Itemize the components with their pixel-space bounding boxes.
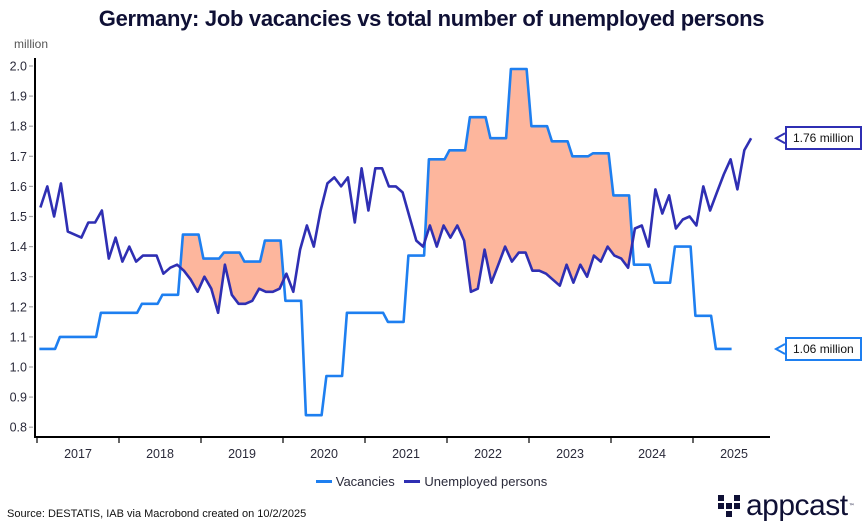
y-tick-label: 1.5: [10, 210, 27, 224]
logo-trademark: ™: [848, 502, 855, 510]
unemployed-latest-callout: 1.76 million: [785, 126, 862, 151]
y-tick-label: 2.0: [10, 60, 27, 74]
callout-pointer-vacancies: [773, 343, 786, 355]
legend-item-vacancies[interactable]: Vacancies: [315, 474, 395, 489]
series-lines: [39, 67, 753, 417]
x-tick-label: 2017: [64, 447, 92, 461]
x-tick-label: 2025: [720, 447, 748, 461]
logo-text: appcast: [746, 489, 848, 522]
y-tick-label: 1.3: [10, 270, 27, 284]
callout-pointer-unemployed: [773, 132, 786, 145]
y-tick-label: 0.9: [10, 391, 27, 405]
y-tick-label: 1.0: [10, 361, 27, 375]
y-tick-label: 1.7: [10, 150, 27, 164]
series-line-unemployed: [39, 137, 753, 315]
x-tick-label: 2023: [556, 447, 584, 461]
y-tick-label: 1.2: [10, 300, 27, 314]
y-tick-label: 1.9: [10, 90, 27, 104]
legend: Vacancies Unemployed persons: [0, 471, 863, 489]
x-tick-label: 2019: [228, 447, 256, 461]
axes: 0.8 0.9 1.0 1.1 1.2 1.3 1.4 1.5 1.6 1.7 1.8 1.9 2.0 2…: [10, 58, 770, 461]
source-note: Source: DESTATIS, IAB via Macrobond crea…: [7, 508, 307, 520]
y-axis-unit-label: million: [14, 37, 49, 51]
x-tick-label: 2020: [310, 447, 338, 461]
y-tick-label: 0.8: [10, 421, 27, 435]
gap-fill-area: [425, 69, 633, 292]
series-line-vacancies: [39, 67, 732, 417]
x-tick-label: 2022: [474, 447, 502, 461]
legend-label-vacancies: Vacancies: [335, 474, 395, 489]
x-tick-label: 2021: [392, 447, 420, 461]
chart-canvas: 0.8 0.9 1.0 1.1 1.2 1.3 1.4 1.5 1.6 1.7 1.8 1.9 2.0 2…: [10, 58, 786, 461]
x-tick-label: 2018: [146, 447, 174, 461]
gap-fill-area: [180, 234, 284, 313]
y-tick-label: 1.1: [10, 330, 27, 344]
legend-item-unemployed[interactable]: Unemployed persons: [404, 474, 547, 489]
callout-arrows: [773, 132, 786, 355]
gap-fill-layer: [180, 69, 633, 313]
legend-swatch-unemployed: [404, 480, 421, 483]
appcast-logo: appcast ™: [718, 491, 855, 521]
logo-grid-icon: [718, 495, 740, 517]
chart-title: Germany: Job vacancies vs total number o…: [98, 6, 765, 31]
y-tick-label: 1.8: [10, 120, 27, 134]
x-tick-label: 2024: [638, 447, 666, 461]
y-tick-label: 1.6: [10, 180, 27, 194]
y-tick-label: 1.4: [10, 240, 27, 254]
legend-swatch-vacancies: [315, 480, 332, 483]
vacancies-latest-callout: 1.06 million: [785, 336, 862, 361]
legend-label-unemployed: Unemployed persons: [424, 474, 548, 489]
